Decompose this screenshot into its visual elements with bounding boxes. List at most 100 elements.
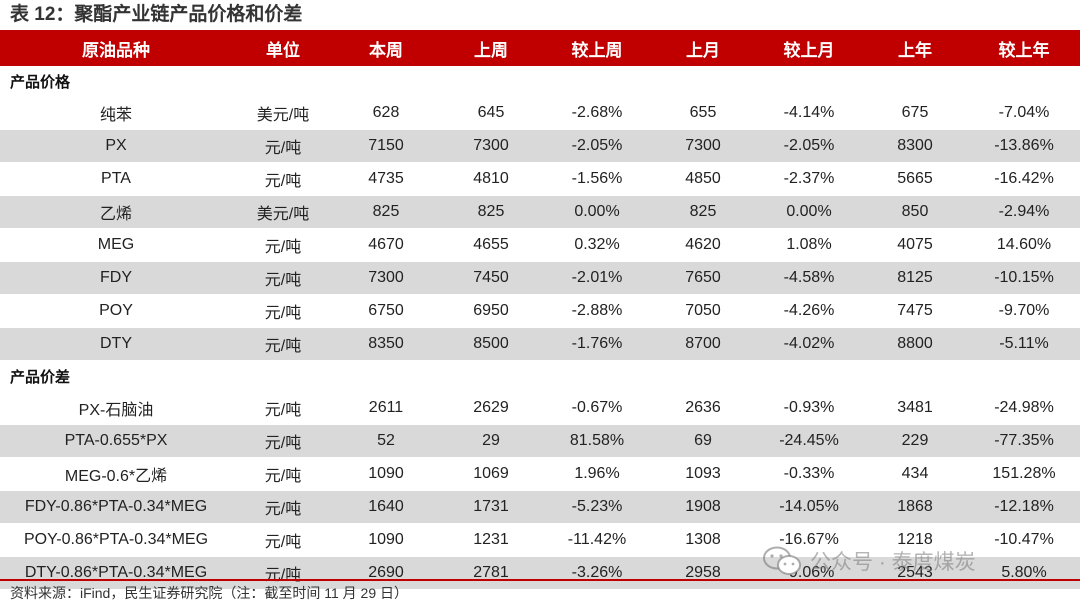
col-header-wow: 较上周 <box>544 30 650 66</box>
cell-unit: 美元/吨 <box>232 96 334 130</box>
cell-last-month: 7650 <box>650 261 756 295</box>
cell-wow: -2.68% <box>544 96 650 130</box>
cell-name: PX-石脑油 <box>0 391 232 425</box>
cell-wow: -3.26% <box>544 556 650 590</box>
cell-mom: -0.33% <box>756 457 862 491</box>
table-row: POY 元/吨 6750 6950 -2.88% 7050 -4.26% 7475 -9.70% <box>0 294 1080 328</box>
col-header-last-month: 上月 <box>650 30 756 66</box>
cell-mom: -4.58% <box>756 261 862 295</box>
cell-last-month: 2636 <box>650 391 756 425</box>
cell-name: MEG <box>0 228 232 262</box>
cell-yoy: -10.15% <box>968 261 1080 295</box>
cell-unit: 元/吨 <box>232 327 334 361</box>
cell-mom: -4.14% <box>756 96 862 130</box>
cell-mom: -16.67% <box>756 523 862 557</box>
cell-last-month: 8700 <box>650 327 756 361</box>
source-note: 资料来源：iFind，民生证券研究院（注：截至时间 11 月 29 日） <box>10 585 409 601</box>
cell-wow: -1.56% <box>544 162 650 196</box>
cell-this-week: 8350 <box>334 327 438 361</box>
cell-mom: -14.05% <box>756 490 862 524</box>
cell-mom: -4.02% <box>756 327 862 361</box>
cell-this-week: 4670 <box>334 228 438 262</box>
cell-yoy: -13.86% <box>968 129 1080 163</box>
cell-last-month: 655 <box>650 96 756 130</box>
cell-this-week: 1640 <box>334 490 438 524</box>
section-row: 产品价差 <box>0 360 1080 392</box>
cell-wow: -1.76% <box>544 327 650 361</box>
cell-last-month: 2958 <box>650 556 756 590</box>
cell-name: PTA-0.655*PX <box>0 424 232 458</box>
cell-yoy: -16.42% <box>968 162 1080 196</box>
cell-unit: 元/吨 <box>232 424 334 458</box>
cell-last-month: 4850 <box>650 162 756 196</box>
table-row: DTY 元/吨 8350 8500 -1.76% 8700 -4.02% 8800 -5.11% <box>0 327 1080 361</box>
cell-last-month: 1908 <box>650 490 756 524</box>
cell-mom: 0.00% <box>756 195 862 229</box>
cell-yoy: -12.18% <box>968 490 1080 524</box>
cell-last-year: 1218 <box>862 523 968 557</box>
cell-last-year: 229 <box>862 424 968 458</box>
cell-mom: -24.45% <box>756 424 862 458</box>
cell-yoy: -5.11% <box>968 327 1080 361</box>
cell-name: POY-0.86*PTA-0.34*MEG <box>0 523 232 557</box>
cell-unit: 元/吨 <box>232 162 334 196</box>
cell-last-month: 1093 <box>650 457 756 491</box>
table-row: POY-0.86*PTA-0.34*MEG 元/吨 1090 1231 -11.42% 1… <box>0 523 1080 557</box>
cell-this-week: 2611 <box>334 391 438 425</box>
cell-unit: 元/吨 <box>232 457 334 491</box>
section-row: 产品价格 <box>0 66 1080 97</box>
col-header-mom: 较上月 <box>756 30 862 66</box>
cell-mom: -9.06% <box>756 556 862 590</box>
cell-last-month: 69 <box>650 424 756 458</box>
cell-last-week: 7450 <box>438 261 544 295</box>
cell-mom: 1.08% <box>756 228 862 262</box>
cell-last-year: 850 <box>862 195 968 229</box>
cell-unit: 元/吨 <box>232 490 334 524</box>
table-row: PTA 元/吨 4735 4810 -1.56% 4850 -2.37% 5665 -16.42… <box>0 162 1080 196</box>
cell-this-week: 52 <box>334 424 438 458</box>
cell-last-month: 7050 <box>650 294 756 328</box>
cell-unit: 美元/吨 <box>232 195 334 229</box>
cell-yoy: -24.98% <box>968 391 1080 425</box>
cell-last-week: 645 <box>438 96 544 130</box>
cell-last-month: 825 <box>650 195 756 229</box>
section-label: 产品价格 <box>0 66 1080 97</box>
cell-last-month: 7300 <box>650 129 756 163</box>
cell-last-year: 7475 <box>862 294 968 328</box>
header-row: 原油品种 单位 本周 上周 较上周 上月 较上月 上年 较上年 <box>0 30 1080 66</box>
cell-name: POY <box>0 294 232 328</box>
cell-unit: 元/吨 <box>232 261 334 295</box>
cell-mom: -2.37% <box>756 162 862 196</box>
table-row: MEG-0.6*乙烯 元/吨 1090 1069 1.96% 1093 -0.33% 434 1… <box>0 457 1080 491</box>
cell-last-year: 5665 <box>862 162 968 196</box>
table-row: PTA-0.655*PX 元/吨 52 29 81.58% 69 -24.45% 229 -77… <box>0 424 1080 458</box>
cell-name: MEG-0.6*乙烯 <box>0 457 232 491</box>
cell-name: FDY-0.86*PTA-0.34*MEG <box>0 490 232 524</box>
table-body: 产品价格 纯苯 美元/吨 628 645 -2.68% 655 -4.14% 675 -7.04%… <box>0 66 1080 590</box>
cell-last-week: 29 <box>438 424 544 458</box>
cell-last-year: 2543 <box>862 556 968 590</box>
table-row: 乙烯 美元/吨 825 825 0.00% 825 0.00% 850 -2.94% <box>0 195 1080 229</box>
cell-wow: 81.58% <box>544 424 650 458</box>
cell-yoy: 14.60% <box>968 228 1080 262</box>
cell-wow: -5.23% <box>544 490 650 524</box>
cell-yoy: -9.70% <box>968 294 1080 328</box>
cell-unit: 元/吨 <box>232 391 334 425</box>
cell-mom: -0.93% <box>756 391 862 425</box>
cell-last-week: 1731 <box>438 490 544 524</box>
col-header-last-week: 上周 <box>438 30 544 66</box>
cell-yoy: -77.35% <box>968 424 1080 458</box>
cell-this-week: 7300 <box>334 261 438 295</box>
cell-last-year: 4075 <box>862 228 968 262</box>
cell-last-week: 8500 <box>438 327 544 361</box>
cell-unit: 元/吨 <box>232 556 334 590</box>
cell-wow: -2.01% <box>544 261 650 295</box>
cell-last-month: 4620 <box>650 228 756 262</box>
price-spread-table: 原油品种 单位 本周 上周 较上周 上月 较上月 上年 较上年 产品价格 纯苯 美元… <box>0 30 1080 590</box>
section-label: 产品价差 <box>0 360 1080 392</box>
cell-unit: 元/吨 <box>232 523 334 557</box>
cell-last-week: 2629 <box>438 391 544 425</box>
cell-last-year: 8300 <box>862 129 968 163</box>
cell-wow: 0.00% <box>544 195 650 229</box>
table-row: FDY-0.86*PTA-0.34*MEG 元/吨 1640 1731 -5.23% 19… <box>0 490 1080 524</box>
